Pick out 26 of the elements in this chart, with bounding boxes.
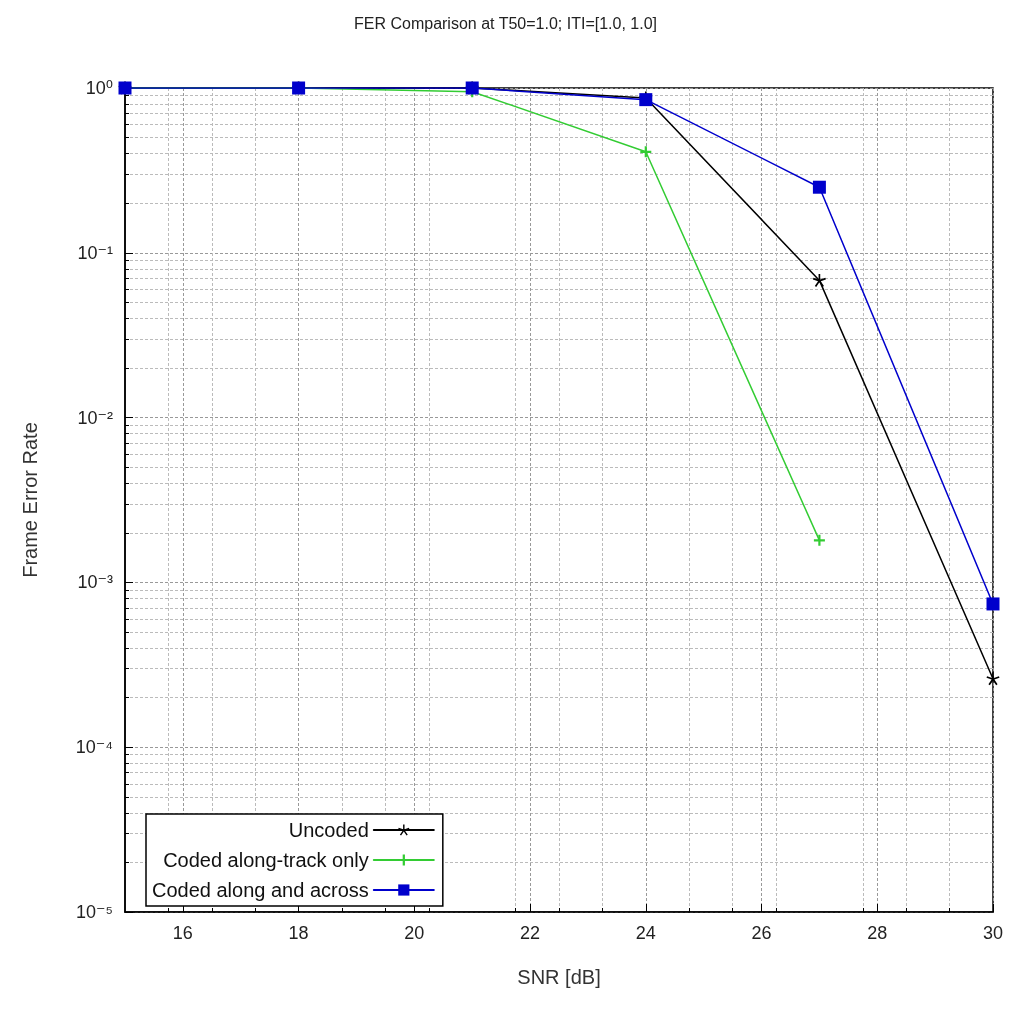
x-tick-label: 20 xyxy=(404,923,425,943)
y-tick-label: 10⁻² xyxy=(77,407,113,428)
x-tick-label: 30 xyxy=(982,923,1004,943)
y-tick-label: 10⁰ xyxy=(85,78,113,98)
point xyxy=(813,534,825,546)
y-axis-title: Frame Error Rate xyxy=(19,422,41,578)
y-tick-label: 10⁻⁵ xyxy=(76,902,113,922)
point xyxy=(986,672,1000,686)
point xyxy=(986,597,1000,611)
y-tick-label: 10⁻⁴ xyxy=(75,737,113,758)
point xyxy=(812,180,826,194)
legend-label: Coded along and across xyxy=(151,879,369,901)
x-tick-label: 18 xyxy=(288,923,309,943)
x-tick-label: 24 xyxy=(635,923,656,943)
x-tick-label: 16 xyxy=(172,923,193,943)
y-tick-label: 10⁻³ xyxy=(77,572,113,593)
x-tick-label: 22 xyxy=(520,923,541,943)
y-tick-label: 10⁻¹ xyxy=(77,242,113,263)
legend-label: Coded along-track only xyxy=(163,849,369,871)
x-tick-label: 26 xyxy=(751,923,772,943)
legend-label: Uncoded xyxy=(288,819,369,841)
point xyxy=(812,273,826,287)
point xyxy=(640,146,652,158)
x-axis-title: SNR [dB] xyxy=(517,966,601,988)
chart-title: FER Comparison at T50=1.0; ITI=[1.0, 1.0] xyxy=(354,14,657,32)
x-tick-label: 28 xyxy=(867,923,888,943)
